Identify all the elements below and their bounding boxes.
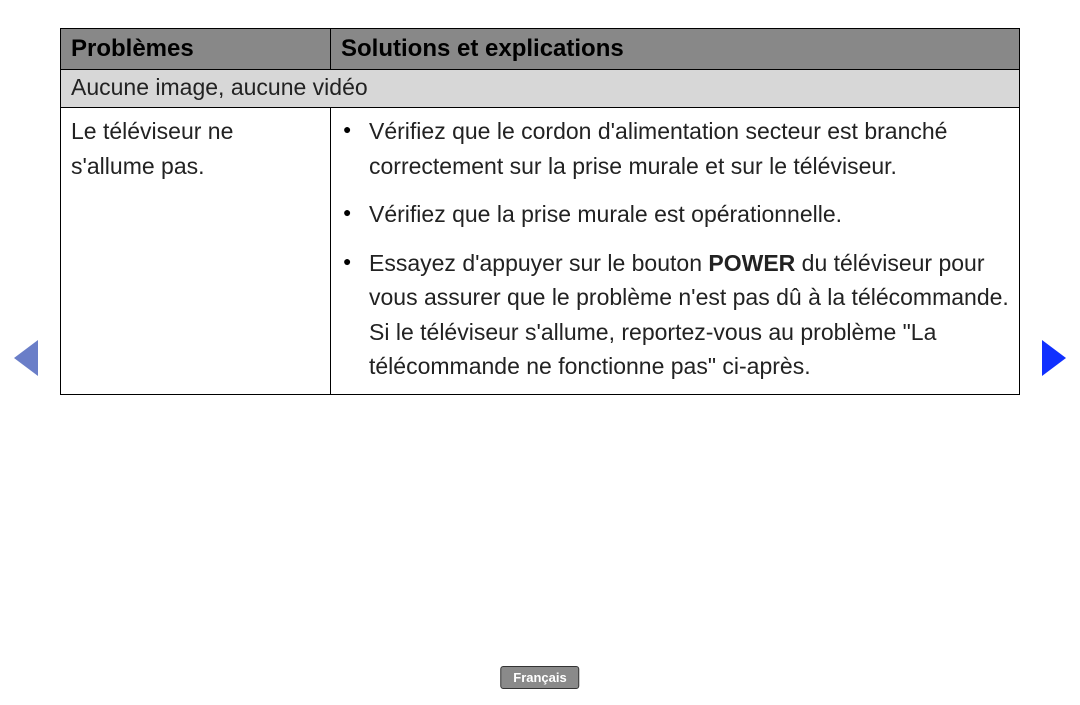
list-item: Vérifiez que le cordon d'alimentation se… <box>365 114 1009 183</box>
problem-cell: Le téléviseur ne s'allume pas. <box>61 108 331 394</box>
language-badge: Français <box>500 666 579 689</box>
header-solutions: Solutions et explications <box>331 29 1019 69</box>
section-title: Aucune image, aucune vidéo <box>61 69 1019 107</box>
list-item: Essayez d'appuyer sur le bouton POWER du… <box>365 246 1009 384</box>
solutions-cell: Vérifiez que le cordon d'alimentation se… <box>331 108 1019 394</box>
chevron-left-icon[interactable] <box>14 340 38 376</box>
table-header-row: Problèmes Solutions et explications <box>61 29 1019 69</box>
chevron-right-icon[interactable] <box>1042 340 1066 376</box>
header-problems: Problèmes <box>61 29 331 69</box>
troubleshooting-table: Problèmes Solutions et explications Aucu… <box>60 28 1020 395</box>
table-row: Le téléviseur ne s'allume pas. Vérifiez … <box>61 107 1019 394</box>
solutions-list: Vérifiez que le cordon d'alimentation se… <box>341 114 1009 384</box>
list-item: Vérifiez que la prise murale est opérati… <box>365 197 1009 232</box>
